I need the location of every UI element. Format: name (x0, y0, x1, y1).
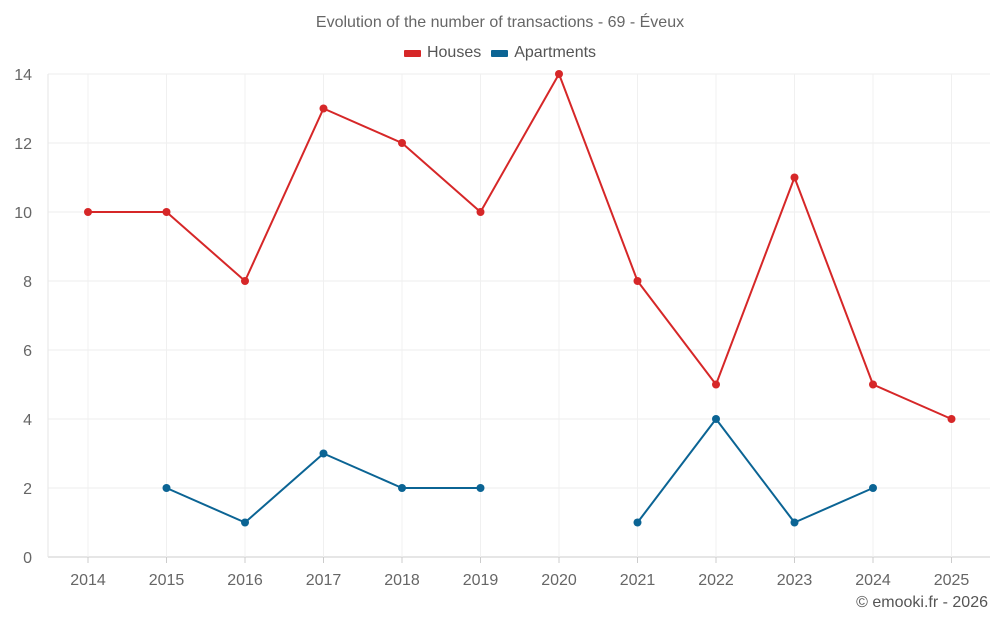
x-tick-label-2014: 2014 (70, 572, 106, 589)
data-point-houses-2024 (869, 380, 877, 389)
data-point-apartments-2023 (790, 518, 799, 527)
legend-swatch-apartments (491, 49, 509, 57)
data-point-apartments-2019 (476, 484, 485, 492)
legend-swatch-houses (403, 49, 421, 57)
x-tick-label-2025: 2025 (934, 572, 970, 589)
x-tick-label-2019: 2019 (463, 572, 499, 589)
y-tick-label-14: 14 (14, 67, 32, 84)
data-point-houses-2025 (947, 415, 956, 423)
data-point-houses-2015 (162, 208, 171, 216)
data-point-apartments-2024 (869, 484, 877, 492)
x-tick-label-2018: 2018 (384, 572, 420, 589)
data-point-houses-2014 (84, 208, 92, 216)
x-tick-label-2021: 2021 (620, 572, 656, 589)
y-tick-label-12: 12 (14, 136, 32, 153)
y-tick-label-6: 6 (23, 343, 32, 360)
data-point-houses-2022 (712, 380, 720, 389)
data-point-houses-2017 (319, 104, 328, 113)
data-point-apartments-2018 (398, 484, 406, 492)
data-point-apartments-2017 (319, 449, 328, 458)
legend-item-houses[interactable]: Houses (403, 44, 482, 62)
data-point-houses-2019 (476, 208, 485, 216)
y-tick-label-8: 8 (23, 274, 32, 291)
data-point-apartments-2022 (712, 415, 720, 423)
data-point-apartments-2021 (633, 518, 642, 527)
data-point-apartments-2015 (162, 484, 171, 492)
x-tick-label-2017: 2017 (306, 572, 342, 589)
legend-label-apartments: Apartments (514, 44, 597, 61)
legend-label-houses: Houses (426, 44, 482, 61)
x-tick-label-2022: 2022 (698, 572, 734, 589)
y-tick-label-0: 0 (23, 550, 32, 567)
data-point-apartments-2016 (241, 518, 249, 527)
legend: Houses Apartments (0, 44, 1000, 62)
x-tick-label-2015: 2015 (149, 572, 185, 589)
y-tick-label-2: 2 (23, 481, 32, 498)
legend-item-apartments[interactable]: Apartments (491, 44, 596, 62)
y-tick-label-4: 4 (23, 412, 32, 429)
x-tick-label-2020: 2020 (541, 572, 577, 589)
x-tick-label-2016: 2016 (227, 572, 263, 589)
data-point-houses-2018 (398, 139, 406, 147)
data-point-houses-2021 (633, 277, 642, 285)
chart-title: Evolution of the number of transactions … (315, 14, 685, 31)
x-tick-label-2024: 2024 (855, 572, 891, 589)
y-tick-label-10: 10 (14, 205, 32, 222)
data-point-houses-2020 (555, 70, 563, 78)
x-tick-label-2023: 2023 (777, 572, 813, 589)
data-point-houses-2016 (241, 277, 249, 285)
series-line-houses-0 (88, 73, 952, 420)
credit-text: © emooki.fr - 2026 (856, 594, 988, 611)
series-line-apartments-1 (636, 418, 874, 524)
data-point-houses-2023 (790, 173, 799, 182)
